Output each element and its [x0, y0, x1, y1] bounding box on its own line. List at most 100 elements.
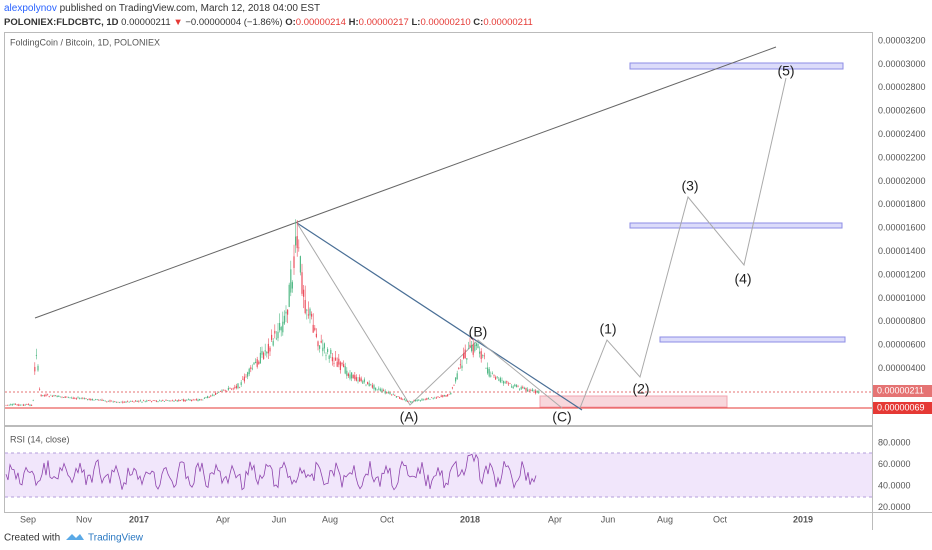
candle-body — [331, 357, 333, 362]
candle-body — [114, 401, 116, 402]
wave-label: (A) — [400, 409, 419, 425]
zone-box — [659, 336, 846, 343]
candle-body — [346, 370, 348, 376]
candle-body — [415, 400, 417, 402]
candle-body — [109, 400, 111, 402]
candle-body — [387, 392, 389, 394]
candle-body — [146, 400, 148, 402]
candle-body — [475, 343, 477, 347]
candle-body — [435, 397, 437, 399]
candle-body — [239, 387, 241, 389]
candle-body — [143, 400, 145, 402]
candle-body — [168, 400, 170, 402]
candle-body — [202, 399, 204, 401]
candle-body — [307, 314, 309, 316]
candle-body — [199, 399, 201, 401]
candle-body — [405, 400, 407, 402]
candle-body — [115, 401, 117, 403]
candle-body — [135, 400, 137, 402]
candle-body — [160, 400, 162, 402]
candle-body — [183, 399, 185, 402]
candle-body — [19, 404, 21, 406]
candle-body — [355, 377, 357, 381]
close: 0.00000211 — [483, 17, 533, 28]
candle-body — [259, 352, 261, 364]
candle-body — [517, 386, 519, 388]
candle-body — [122, 401, 124, 403]
candle-body — [197, 399, 199, 401]
candle-body — [450, 392, 452, 395]
low: 0.00000210 — [420, 17, 470, 28]
price-tick: 0.00001400 — [878, 246, 926, 256]
wave-label: (5) — [777, 63, 794, 79]
candle-body — [242, 378, 244, 380]
candle-body — [455, 377, 457, 382]
candle-body — [315, 333, 317, 337]
labels: 0.00003200 0.00003000 0.00002800 0.00002600… — [20, 35, 932, 524]
candles — [5, 219, 540, 407]
candle-body — [367, 381, 369, 385]
candle-body — [341, 362, 343, 365]
candle-body — [360, 378, 362, 382]
author[interactable]: alexpolynov — [4, 3, 57, 14]
candle-body — [311, 313, 313, 317]
candle-body — [477, 344, 479, 349]
candle-body — [298, 247, 300, 249]
candle-body — [525, 387, 527, 391]
candle-body — [253, 362, 255, 365]
candle-body — [352, 374, 354, 379]
candle-body — [58, 395, 60, 397]
candle-body — [176, 400, 178, 402]
rsi-legend: RSI (14, close) — [10, 434, 70, 444]
candle-body — [503, 381, 505, 384]
candle-body — [91, 398, 93, 401]
candle-body — [266, 351, 268, 354]
candle-body — [39, 388, 41, 390]
footer-brand[interactable]: TradingView — [88, 533, 144, 544]
candle-body — [48, 396, 50, 397]
candle-body — [69, 397, 71, 399]
candle-body — [312, 324, 314, 333]
candle-body — [464, 349, 466, 359]
brand-logo — [66, 534, 84, 540]
candle-body — [383, 390, 385, 392]
candle-body — [442, 395, 444, 397]
candle-body — [125, 401, 127, 403]
candle-body — [234, 387, 236, 389]
candle-body — [175, 400, 177, 401]
candle-body — [439, 397, 441, 398]
candle-body — [123, 401, 125, 403]
candle-body — [96, 399, 98, 400]
candle-body — [179, 400, 181, 401]
candle-body — [112, 401, 114, 403]
candle-body — [483, 355, 485, 357]
candle-body — [357, 380, 359, 382]
candle-body — [11, 404, 13, 406]
candle-body — [514, 384, 516, 386]
candle-body — [151, 401, 153, 403]
time-tick: Nov — [76, 514, 93, 524]
candle-body — [240, 382, 242, 385]
candle-body — [235, 385, 237, 389]
candle-body — [469, 344, 471, 348]
candle-body — [280, 327, 282, 331]
candle-body — [133, 401, 135, 403]
symbol: POLONIEX:FLDCBTC, 1D — [4, 17, 119, 28]
time-tick: 2018 — [460, 514, 480, 524]
candle-body — [523, 387, 525, 389]
candle-body — [344, 366, 346, 374]
time-tick: 2019 — [793, 514, 813, 524]
candle-body — [418, 399, 420, 401]
candle-body — [106, 401, 108, 403]
candle-body — [154, 400, 156, 401]
candle-body — [530, 390, 532, 391]
candle-body — [167, 400, 169, 401]
trendline — [34, 46, 777, 319]
candle-body — [429, 398, 431, 400]
high: 0.00000217 — [359, 17, 409, 28]
last: 0.00000211 — [121, 17, 171, 28]
candle-body — [459, 364, 461, 366]
price-tick: 0.00002800 — [878, 82, 926, 92]
price-tick: 0.00001000 — [878, 293, 926, 303]
